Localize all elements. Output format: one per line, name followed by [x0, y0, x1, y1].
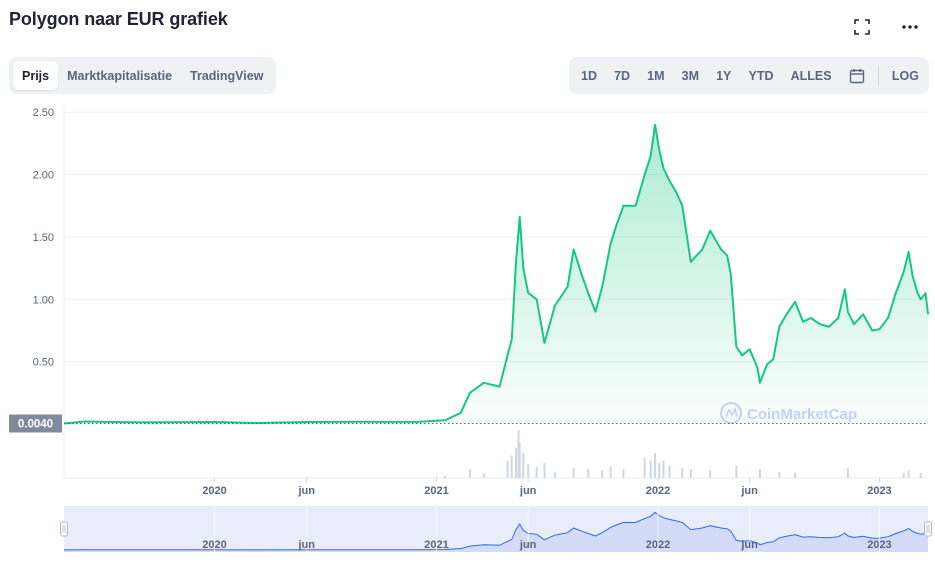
page-title: Polygon naar EUR grafiek: [9, 9, 228, 29]
current-price-tag: [9, 414, 62, 433]
y-tick-label: 0.50: [33, 357, 54, 369]
navigator-tick-label: jun: [519, 539, 537, 551]
range-1d[interactable]: 1D: [581, 68, 597, 83]
volume-bar: [444, 475, 447, 478]
volume-bar: [902, 473, 905, 478]
volume-bar: [468, 469, 471, 478]
price-line: [63, 123, 929, 425]
navigator-left-handle[interactable]: [60, 521, 68, 537]
navigator-area: [64, 512, 928, 552]
volume-bar: [553, 472, 556, 478]
x-tick-label: 2022: [646, 485, 670, 497]
volume-bar: [506, 460, 509, 478]
range-3m[interactable]: 3M: [681, 68, 699, 83]
volume-bar: [658, 463, 661, 478]
x-tick-label: 2020: [202, 485, 226, 497]
range-1y[interactable]: 1Y: [716, 68, 732, 83]
range-divider: [877, 64, 879, 87]
volume-bar: [653, 453, 656, 478]
volume-bar: [681, 468, 684, 478]
navigator-tick-label: 2020: [202, 539, 226, 551]
volume-bar: [846, 468, 849, 478]
log-scale-toggle[interactable]: LOG: [891, 68, 919, 83]
price-chart[interactable]: 0.50 1.00 1.50 2.00 2.50 2020 jun 2021 jun 2022 ju…: [0, 95, 935, 562]
calendar-icon-glyph: [849, 68, 864, 83]
volume-bar: [517, 430, 520, 478]
time-range-selector: 1D 7D 1M 3M 1Y YTD ALLES LOG: [569, 57, 929, 94]
volume-bar: [643, 458, 646, 478]
volume-bar: [601, 470, 604, 478]
volume-bar: [794, 473, 797, 478]
volume-bar: [689, 469, 692, 478]
price-area: [64, 124, 928, 424]
navigator-line: [63, 511, 929, 551]
volume-bar: [668, 465, 671, 478]
volume-bar: [527, 464, 530, 478]
tab-price[interactable]: Prijs: [13, 61, 59, 90]
volume-bar: [522, 453, 525, 478]
x-tick-label: 2023: [867, 485, 891, 497]
x-tick-label: 2021: [424, 485, 448, 497]
volume-bar: [622, 469, 625, 478]
navigator-tick-label: jun: [297, 539, 315, 551]
navigator-tick-label: jun: [740, 539, 758, 551]
fullscreen-icon-glyph: [854, 19, 870, 35]
volume-bar: [709, 470, 712, 478]
chart-type-tabs: Prijs Marktkapitalisatie TradingView: [9, 57, 277, 94]
volume-bar: [543, 463, 546, 478]
navigator-tick-label: 2021: [424, 539, 448, 551]
calendar-icon[interactable]: [845, 62, 869, 89]
coinmarketcap-watermark: CoinMarketCap: [720, 402, 857, 424]
range-7d[interactable]: 7D: [614, 68, 631, 83]
volume-bar: [907, 470, 910, 478]
more-options-icon[interactable]: [897, 14, 923, 40]
fullscreen-icon[interactable]: [849, 14, 875, 40]
volume-bar: [572, 468, 575, 478]
volume-bar: [535, 467, 538, 478]
volume-bar: [510, 455, 513, 478]
volume-bar: [518, 443, 521, 478]
y-tick-label: 1.50: [33, 232, 54, 244]
volume-bar: [662, 460, 665, 478]
x-tick-label: jun: [519, 485, 537, 497]
volume-bar: [649, 460, 652, 478]
navigator-tick-label: 2022: [646, 539, 670, 551]
watermark-logo-mark: [725, 406, 738, 418]
volume-bar: [919, 473, 922, 478]
more-options-icon-glyph: [902, 25, 918, 29]
watermark-text: CoinMarketCap: [747, 406, 857, 423]
watermark-logo: [720, 402, 742, 424]
tab-tradingview[interactable]: TradingView: [190, 68, 264, 83]
range-all[interactable]: ALLES: [790, 68, 832, 83]
volume-bar: [482, 473, 485, 478]
volume-bar: [758, 469, 761, 478]
navigator-tick-label: 2023: [867, 539, 891, 551]
x-tick-label: jun: [740, 485, 758, 497]
y-tick-label: 1.00: [33, 294, 54, 306]
x-tick-label: jun: [297, 485, 315, 497]
range-1m[interactable]: 1M: [647, 68, 665, 83]
volume-bar: [305, 477, 308, 478]
y-tick-label: 2.50: [33, 107, 54, 119]
current-price-label: 0.0040: [18, 419, 53, 431]
tab-market-cap[interactable]: Marktkapitalisatie: [67, 68, 173, 83]
volume-bar: [587, 469, 590, 478]
volume-bar: [609, 467, 612, 478]
volume-bar: [735, 465, 738, 478]
volume-bar: [515, 448, 518, 478]
range-ytd[interactable]: YTD: [748, 68, 774, 83]
volume-bar: [778, 472, 781, 478]
y-tick-label: 2.00: [33, 170, 54, 182]
navigator-right-handle[interactable]: [924, 521, 932, 537]
